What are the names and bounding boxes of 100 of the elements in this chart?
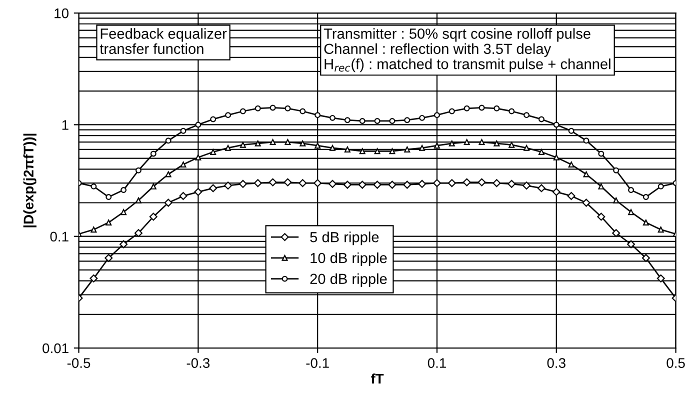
point (598, 183, 604, 190)
point (194, 188, 202, 196)
point (209, 184, 218, 192)
point (538, 148, 544, 155)
x-axis-title: fT (370, 373, 384, 384)
point (300, 108, 306, 114)
point (522, 182, 531, 190)
point (210, 116, 216, 122)
point (254, 179, 262, 188)
point (419, 114, 426, 121)
point (494, 105, 500, 112)
point (419, 144, 426, 151)
point (344, 117, 350, 124)
point (284, 105, 291, 112)
point (508, 180, 516, 188)
point (224, 182, 232, 190)
point (658, 183, 664, 190)
point (300, 140, 306, 146)
point (434, 142, 440, 149)
point (284, 178, 292, 186)
point (478, 104, 485, 111)
point (567, 192, 576, 200)
x-tick-label: 0.3 (547, 358, 566, 368)
point (583, 171, 590, 178)
point (524, 112, 530, 118)
point (180, 128, 186, 134)
legend-label: 5 dB ripple (310, 232, 379, 246)
point (568, 128, 574, 134)
point (642, 254, 650, 262)
point (524, 144, 530, 151)
point (642, 194, 649, 200)
point (238, 180, 247, 188)
point (135, 197, 142, 204)
x-tick-label: -0.5 (67, 358, 90, 368)
point (478, 178, 486, 186)
point (134, 229, 142, 238)
point (314, 112, 321, 118)
point (373, 180, 382, 189)
point (150, 183, 156, 190)
point (225, 144, 232, 151)
point (104, 254, 113, 262)
point (195, 122, 202, 128)
point (552, 188, 560, 196)
legend-label: 10 dB ripple (310, 252, 387, 266)
x-tick-label: -0.1 (306, 358, 329, 368)
point (330, 144, 336, 151)
point (464, 105, 470, 112)
y-tick-label: 0.1 (50, 232, 68, 242)
point (254, 140, 261, 146)
point (359, 118, 366, 124)
point (628, 187, 634, 194)
point (494, 140, 500, 146)
point (448, 108, 455, 114)
annotation: Feedback equalizer transfer function (100, 28, 227, 54)
point (165, 138, 172, 144)
point (150, 150, 156, 157)
point (179, 192, 188, 200)
point (404, 117, 410, 124)
point (240, 142, 246, 148)
point (658, 226, 664, 233)
point (538, 116, 544, 122)
point (582, 198, 590, 207)
point (374, 118, 380, 124)
point (598, 150, 604, 157)
point (164, 198, 172, 207)
point (314, 142, 321, 149)
point (448, 140, 455, 146)
point (225, 112, 232, 118)
point (613, 167, 620, 174)
point (240, 108, 246, 114)
point (583, 138, 590, 144)
point (359, 148, 366, 154)
point (374, 148, 380, 154)
point (90, 274, 98, 282)
point (612, 229, 620, 238)
x-tick-label: 0.5 (666, 358, 685, 368)
point (268, 178, 277, 186)
point (389, 148, 396, 154)
point (298, 179, 307, 188)
y-tick-label: 1 (62, 120, 68, 130)
point (195, 154, 202, 160)
point (508, 142, 515, 148)
point (492, 179, 501, 188)
point (537, 184, 546, 192)
point (448, 179, 456, 188)
point (210, 148, 216, 155)
point (270, 104, 276, 111)
point (90, 183, 97, 190)
point (627, 240, 636, 248)
point (254, 105, 261, 112)
point (508, 108, 515, 114)
annotation: Transmitter : 50% sqrt cosine rolloff pulse Channel : reflection with 3.5T delay H$_{rec}$(f) : matched to transmit pulse + channel (324, 28, 610, 72)
x-tick-label: -0.3 (186, 358, 210, 368)
point (613, 197, 620, 204)
legend-label: 20 dB ripple (310, 273, 387, 287)
point (553, 154, 560, 160)
point (149, 212, 158, 221)
point (388, 180, 396, 189)
point (434, 112, 440, 118)
point (432, 179, 441, 188)
